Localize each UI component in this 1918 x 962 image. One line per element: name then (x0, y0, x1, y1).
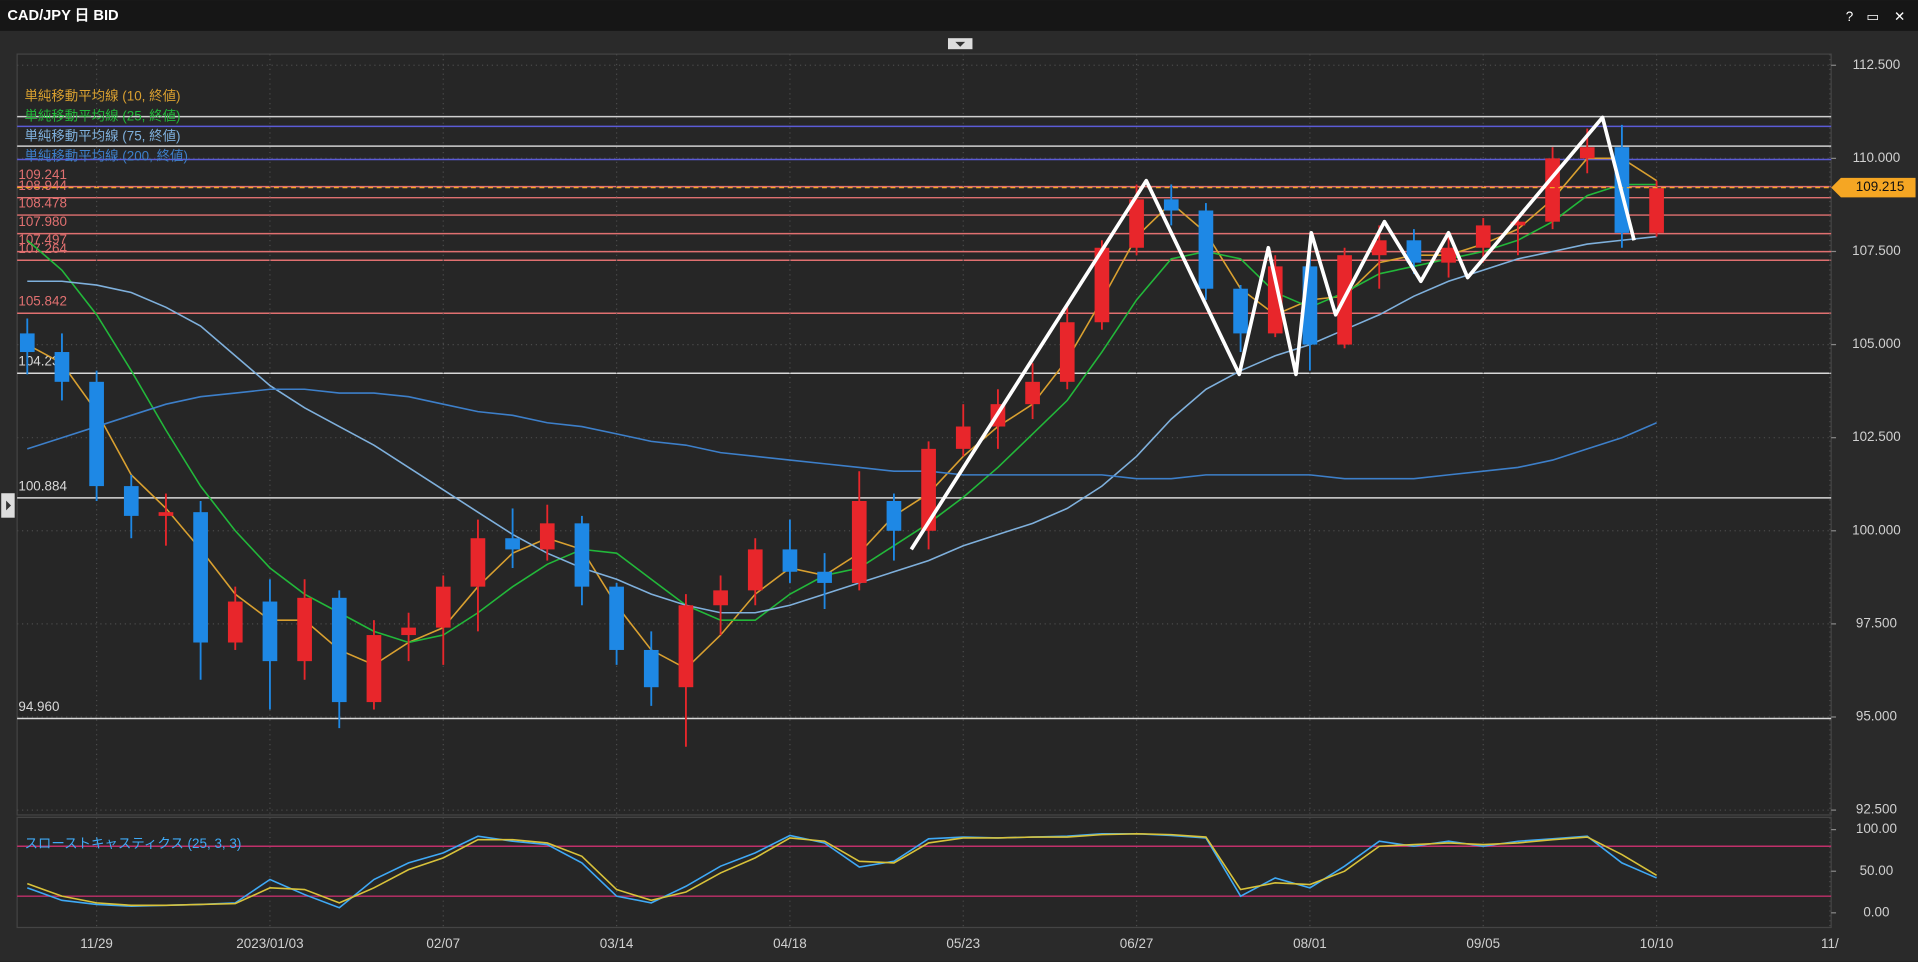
candle-body (1025, 381, 1040, 405)
candle-body (886, 500, 902, 531)
candle-body (123, 486, 139, 516)
x-tick-label: 05/23 (946, 936, 980, 951)
level-label: 107.980 (18, 214, 67, 229)
candle-body (54, 352, 70, 382)
y-tick-label: 107.500 (1852, 243, 1901, 258)
candle-body (470, 538, 486, 587)
y-tick-label: 92.500 (1856, 802, 1897, 817)
stochastic-pane (16, 816, 1832, 929)
last-price-tag (1831, 177, 1916, 198)
candle-body (331, 597, 347, 703)
candle-body (574, 523, 590, 587)
candle-body (539, 523, 555, 550)
y-tick-label: 97.500 (1856, 615, 1897, 630)
candle-body (158, 512, 174, 516)
x-tick-label: 04/18 (773, 936, 807, 951)
candle-body (643, 649, 659, 688)
candle-body (1579, 147, 1595, 159)
y-tick-label: 100.000 (1852, 522, 1901, 537)
level-label: 108.944 (18, 178, 67, 193)
candle-body (1198, 210, 1214, 289)
x-tick-label: 2023/01/03 (236, 936, 303, 951)
moving-average-line (26, 183, 1657, 644)
y-tick-label: 102.500 (1852, 429, 1901, 444)
y-tick-label: 110.000 (1853, 150, 1901, 165)
candle-body (1233, 288, 1248, 334)
pane-title: スローストキャスティクス (25, 3, 3) (24, 836, 241, 851)
y-tick-label: 95.000 (1856, 709, 1897, 724)
y-tick-label: 100.00 (1856, 821, 1897, 836)
candle-body (609, 586, 624, 650)
plot-layer: 92.500 95.000 97.500 100.000 102.500 105.000 1… (17, 54, 1916, 951)
y-tick-label: 112.500 (1853, 57, 1901, 72)
stochastic-line (27, 832, 1657, 909)
x-tick-label: 06/27 (1120, 936, 1154, 951)
candle-body (1406, 240, 1422, 263)
candle-body (782, 549, 798, 572)
candle-body (817, 571, 832, 583)
x-tick-label: 11/29 (80, 936, 113, 951)
maximize-button[interactable]: ▭ (1866, 9, 1879, 24)
level-label: 109.241 (18, 167, 67, 182)
candle-body (1059, 322, 1075, 382)
annotation-zigzag (909, 115, 1636, 551)
candle-body (366, 635, 382, 703)
candle-body (19, 333, 35, 353)
candle-body (921, 448, 936, 531)
level-label: 100.884 (18, 478, 67, 493)
candle-body (193, 512, 208, 643)
candle-body (955, 426, 971, 449)
y-tick-label: 105.000 (1852, 336, 1901, 351)
collapse-arrow (955, 41, 966, 47)
candle-body (401, 627, 416, 636)
legend-entry: 単純移動平均線 (10, 終値) (24, 88, 180, 103)
candle-body (227, 601, 243, 643)
candle-body (1094, 247, 1110, 323)
candle-body (747, 549, 763, 591)
x-tick-label: 02/07 (426, 936, 460, 951)
window-title: CAD/JPY 日 BID (7, 7, 118, 24)
level-label: 94.960 (18, 699, 59, 714)
legend-entry: 単純移動平均線 (25, 終値) (24, 108, 180, 123)
candle-body (1267, 266, 1283, 334)
candle-body (1475, 225, 1491, 248)
legend-entry: 単純移動平均線 (200, 終値) (24, 148, 188, 163)
candle-body (89, 381, 104, 487)
x-tick-label: 10/10 (1640, 936, 1674, 951)
y-tick-label: 0.00 (1863, 904, 1889, 919)
x-tick-label: 08/01 (1293, 936, 1327, 951)
candle-body (297, 597, 312, 662)
main-pane (16, 53, 1832, 816)
moving-average-line (27, 388, 1657, 480)
last-price-label: 109.215 (1856, 179, 1905, 194)
help-button[interactable]: ? (1846, 9, 1853, 24)
candle-body (1649, 188, 1664, 233)
close-button[interactable]: ✕ (1894, 9, 1905, 24)
x-tick-label: 11/ (1821, 936, 1839, 951)
candle-body (505, 538, 520, 550)
candle-body (1163, 199, 1179, 211)
candle-body (851, 500, 867, 583)
candle-body (678, 605, 694, 688)
candle-body (435, 586, 451, 628)
y-tick-label: 50.00 (1860, 863, 1894, 878)
title-bar (0, 0, 1918, 31)
candle-body (1371, 240, 1387, 256)
x-tick-label: 03/14 (600, 936, 634, 951)
candle-body (1441, 247, 1456, 263)
moving-average-line (27, 235, 1657, 614)
candle-body (713, 590, 728, 606)
level-label: 108.478 (18, 196, 67, 211)
side-arrow (6, 500, 12, 511)
x-tick-label: 09/05 (1466, 936, 1500, 951)
legend-entry: 単純移動平均線 (75, 終値) (24, 128, 180, 143)
level-label: 107.264 (18, 241, 67, 256)
candle-body (1129, 199, 1144, 248)
level-label: 105.842 (18, 294, 67, 309)
candle-body (262, 601, 278, 662)
stochastic-line (27, 832, 1658, 907)
candle-body (1510, 221, 1526, 226)
